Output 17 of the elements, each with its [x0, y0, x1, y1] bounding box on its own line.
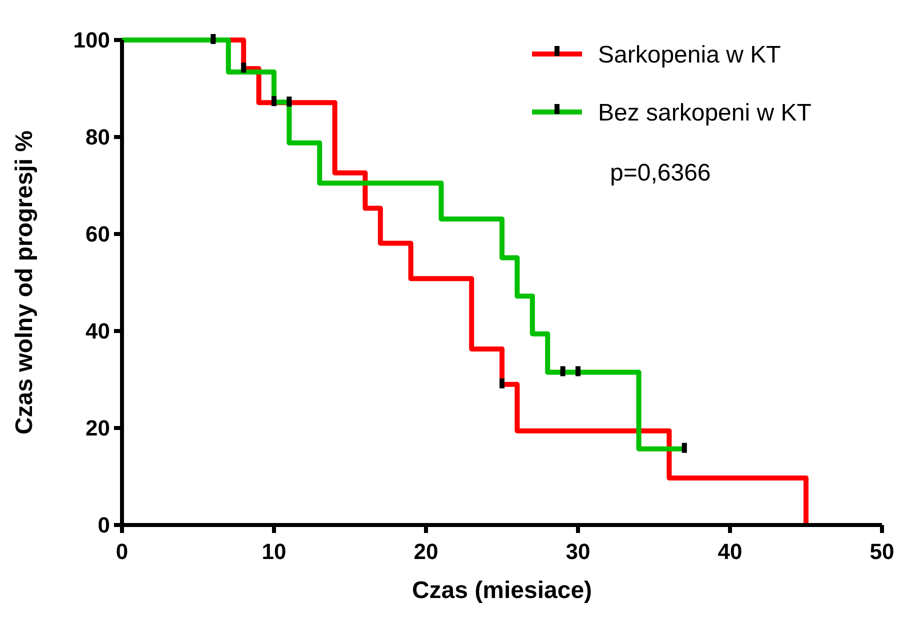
annotation: p=0,6366 — [610, 159, 711, 186]
y-tick-label: 0 — [98, 512, 110, 538]
y-tick-label: 80 — [86, 124, 110, 150]
x-axis-title: Czas (miesiace) — [412, 577, 592, 604]
x-tick-label: 40 — [718, 539, 742, 564]
x-tick-label: 0 — [116, 539, 128, 564]
y-tick-label: 100 — [73, 28, 110, 53]
legend-label: Sarkopenia w KT — [598, 41, 782, 68]
y-tick-label: 60 — [86, 222, 110, 247]
y-axis-title: Czas wolny od progresji % — [11, 130, 38, 435]
x-tick-label: 50 — [870, 539, 894, 564]
x-tick-label: 20 — [414, 539, 438, 564]
x-tick-label: 30 — [566, 539, 590, 564]
y-tick-label: 20 — [86, 416, 110, 441]
y-tick-label: 40 — [86, 318, 110, 344]
x-tick-label: 10 — [262, 539, 286, 564]
legend-label: Bez sarkopeni w KT — [598, 99, 812, 126]
